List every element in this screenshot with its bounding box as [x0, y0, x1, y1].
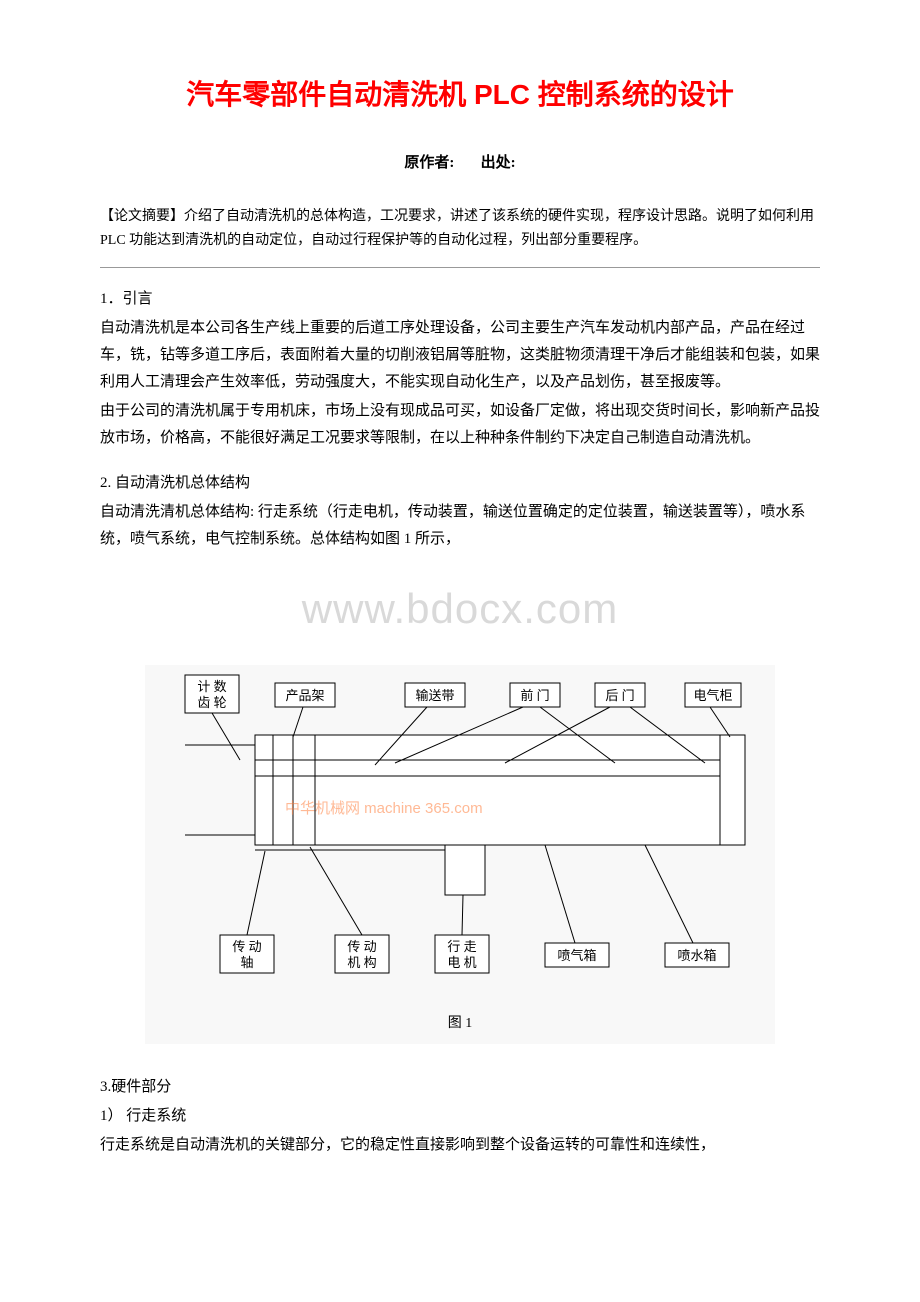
label-product-rack: 产品架: [285, 688, 324, 703]
label-drive-shaft-1: 传 动: [232, 939, 261, 954]
motor-box: [445, 845, 485, 895]
figure-1: 计 数 齿 轮 产品架 输送带 前 门 后 门 电气柜 中华机械网 machin…: [145, 665, 775, 1044]
machine-body: [255, 735, 745, 845]
label-drive-mech-1: 传 动: [347, 939, 376, 954]
section-3-head: 3.硬件部分: [100, 1074, 820, 1101]
figure-1-svg: 计 数 齿 轮 产品架 输送带 前 门 后 门 电气柜 中华机械网 machin…: [145, 665, 775, 995]
page-title: 汽车零部件自动清洗机 PLC 控制系统的设计: [100, 70, 820, 120]
author-label: 原作者:: [404, 155, 454, 171]
divider: [100, 267, 820, 268]
label-front-door: 前 门: [520, 688, 549, 703]
label-conveyor: 输送带: [415, 688, 454, 703]
section-1-p2: 由于公司的清洗机属于专用机床，市场上没有现成品可买，如设备厂定做，将出现交货时间…: [100, 398, 820, 452]
section-3: 3.硬件部分 1） 行走系统 行走系统是自动清洗机的关键部分，它的稳定性直接影响…: [100, 1074, 820, 1159]
section-3-sub1: 1） 行走系统: [100, 1103, 820, 1130]
label-elec-cabinet: 电气柜: [693, 688, 732, 703]
label-walk-motor-1: 行 走: [447, 939, 476, 954]
abstract-text: 介绍了自动清洗机的总体构造，工况要求，讲述了该系统的硬件实现，程序设计思路。说明…: [100, 209, 814, 248]
section-1-head: 1．引言: [100, 286, 820, 313]
source-label: 出处:: [481, 155, 516, 171]
section-2: 2. 自动清洗机总体结构 自动清洗清机总体结构: 行走系统（行走电机，传动装置，…: [100, 470, 820, 553]
label-air-box: 喷气箱: [557, 948, 596, 963]
section-1-p1: 自动清洗机是本公司各生产线上重要的后道工序处理设备，公司主要生产汽车发动机内部产…: [100, 315, 820, 396]
label-drive-shaft-2: 轴: [240, 955, 253, 970]
page-watermark: www.bdocx.com: [100, 571, 820, 647]
label-water-box: 喷水箱: [677, 948, 716, 963]
label-back-door: 后 门: [605, 688, 634, 703]
figure-1-caption: 图 1: [145, 1005, 775, 1044]
section-3-p1: 行走系统是自动清洗机的关键部分，它的稳定性直接影响到整个设备运转的可靠性和连续性…: [100, 1132, 820, 1159]
abstract-tag: 【论文摘要】: [100, 209, 184, 224]
section-2-head: 2. 自动清洗机总体结构: [100, 470, 820, 497]
label-drive-mech-2: 机 构: [347, 955, 376, 970]
meta-line: 原作者: 出处:: [100, 150, 820, 177]
section-1: 1．引言 自动清洗机是本公司各生产线上重要的后道工序处理设备，公司主要生产汽车发…: [100, 286, 820, 452]
conveyor-slot: [255, 760, 745, 776]
abstract: 【论文摘要】介绍了自动清洗机的总体构造，工况要求，讲述了该系统的硬件实现，程序设…: [100, 205, 820, 253]
label-walk-motor-2: 电 机: [447, 955, 476, 970]
diagram-watermark: 中华机械网 machine 365.com: [285, 800, 483, 817]
label-count-gear-1: 计 数: [197, 679, 226, 694]
cabinet-block: [720, 735, 745, 845]
section-2-p1: 自动清洗清机总体结构: 行走系统（行走电机，传动装置，输送位置确定的定位装置，输…: [100, 499, 820, 553]
label-count-gear-2: 齿 轮: [197, 695, 226, 710]
